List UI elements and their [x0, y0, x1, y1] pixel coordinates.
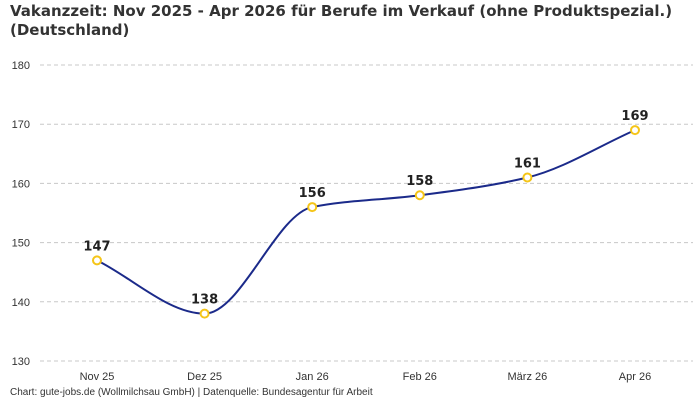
gridlines — [40, 64, 693, 362]
data-label: 156 — [299, 186, 326, 201]
series — [92, 125, 640, 319]
data-label: 158 — [406, 174, 433, 189]
x-tick-label: Apr 26 — [619, 371, 651, 383]
data-point — [414, 190, 425, 201]
data-point — [522, 172, 533, 183]
x-tick-label: März 26 — [508, 371, 548, 383]
y-tick-label: 160 — [12, 178, 30, 190]
y-tick-label: 180 — [12, 60, 30, 72]
chart-title: Vakanzzeit: Nov 2025 - Apr 2026 für Beru… — [10, 2, 673, 39]
data-point — [630, 125, 640, 136]
data-label: 161 — [514, 156, 541, 171]
y-tick-label: 130 — [12, 356, 30, 368]
y-tick-label: 140 — [12, 297, 30, 309]
data-point — [307, 202, 318, 213]
y-tick-label: 150 — [12, 238, 30, 250]
x-tick-label: Dez 25 — [187, 371, 222, 383]
data-point — [199, 308, 210, 319]
data-point — [92, 255, 102, 266]
x-axis-tick-labels: Nov 25 Dez 25 Jan 26 Feb 26 März 26 Apr 26 — [80, 371, 652, 383]
x-tick-label: Nov 25 — [80, 371, 115, 383]
data-label: 138 — [191, 293, 218, 308]
x-tick-label: Jan 26 — [296, 371, 329, 383]
series-line — [96, 129, 636, 315]
data-label: 147 — [83, 239, 110, 254]
source-note: Chart: gute-jobs.de (Wollmilchsau GmbH) … — [10, 387, 373, 398]
x-tick-label: Feb 26 — [403, 371, 437, 383]
data-label: 169 — [621, 109, 648, 124]
y-tick-label: 170 — [12, 119, 30, 131]
y-axis-tick-labels: 130 140 150 160 170 180 — [12, 60, 30, 368]
data-labels: 147 138 156 158 161 169 — [83, 109, 648, 308]
